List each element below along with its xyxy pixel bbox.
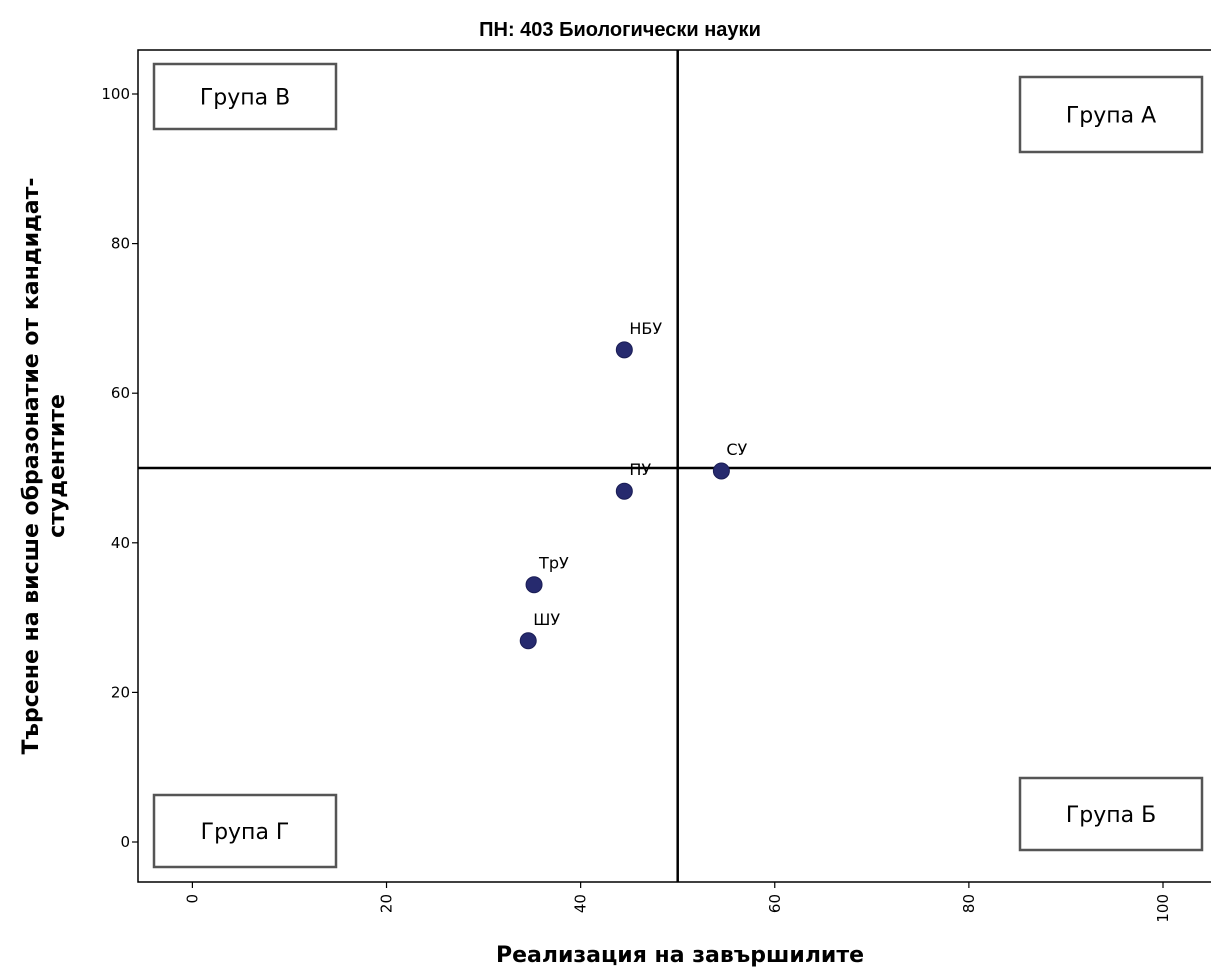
y-axis-title-line1: Търсене на висше образонатие от кандидат…: [19, 178, 44, 755]
y-tick-label: 80: [111, 235, 130, 253]
y-tick-label: 100: [101, 85, 130, 103]
y-axis-title-line2: студентите: [45, 394, 70, 538]
data-point: [615, 482, 633, 500]
data-point: [712, 462, 730, 480]
y-axis: 0 20 40 60 80 100: [101, 85, 138, 851]
y-tick-label: 20: [111, 683, 130, 701]
y-tick-label: 0: [120, 833, 130, 851]
data-point-label: НБУ: [629, 319, 662, 338]
x-tick-label: 20: [378, 894, 396, 913]
plot-frame: [137, 49, 1211, 883]
data-point-label: ШУ: [533, 610, 560, 629]
x-tick-label: 40: [572, 894, 590, 913]
group-label-v: Група Б: [1066, 803, 1156, 828]
x-axis-title: Реализация на завършилите: [496, 943, 864, 968]
data-point-label: ПУ: [629, 460, 651, 479]
group-box-g: [152, 793, 338, 869]
group-boxes: Група В Група А Група Г Група Б: [152, 62, 1204, 869]
data-points: НБУ СУ ПУ ТрУ ШУ: [519, 319, 748, 650]
data-point: [615, 341, 633, 359]
y-tick-label: 60: [111, 384, 130, 402]
x-axis: 0 20 40 60 80 100: [183, 882, 1172, 923]
group-label-b: Група В: [200, 86, 290, 111]
group-label-a: Група А: [1066, 104, 1156, 129]
x-tick-label: 60: [766, 894, 784, 913]
chart-title: ПН: 403 Биологически науки: [479, 19, 761, 41]
group-box-b: [152, 62, 338, 131]
group-label-g: Група Г: [201, 820, 290, 845]
data-point-label: СУ: [726, 440, 747, 459]
x-tick-label: 80: [960, 894, 978, 913]
y-tick-label: 40: [111, 534, 130, 552]
group-box-a: [1018, 75, 1204, 154]
data-point-label: ТрУ: [538, 554, 569, 573]
data-point: [525, 576, 543, 594]
x-tick-label: 100: [1154, 894, 1172, 923]
y-axis-title: Търсене на висше образонатие от кандидат…: [19, 178, 70, 755]
reference-lines: [138, 50, 1211, 882]
x-tick-label: 0: [183, 894, 201, 904]
data-point: [519, 632, 537, 650]
group-box-v: [1018, 776, 1204, 852]
